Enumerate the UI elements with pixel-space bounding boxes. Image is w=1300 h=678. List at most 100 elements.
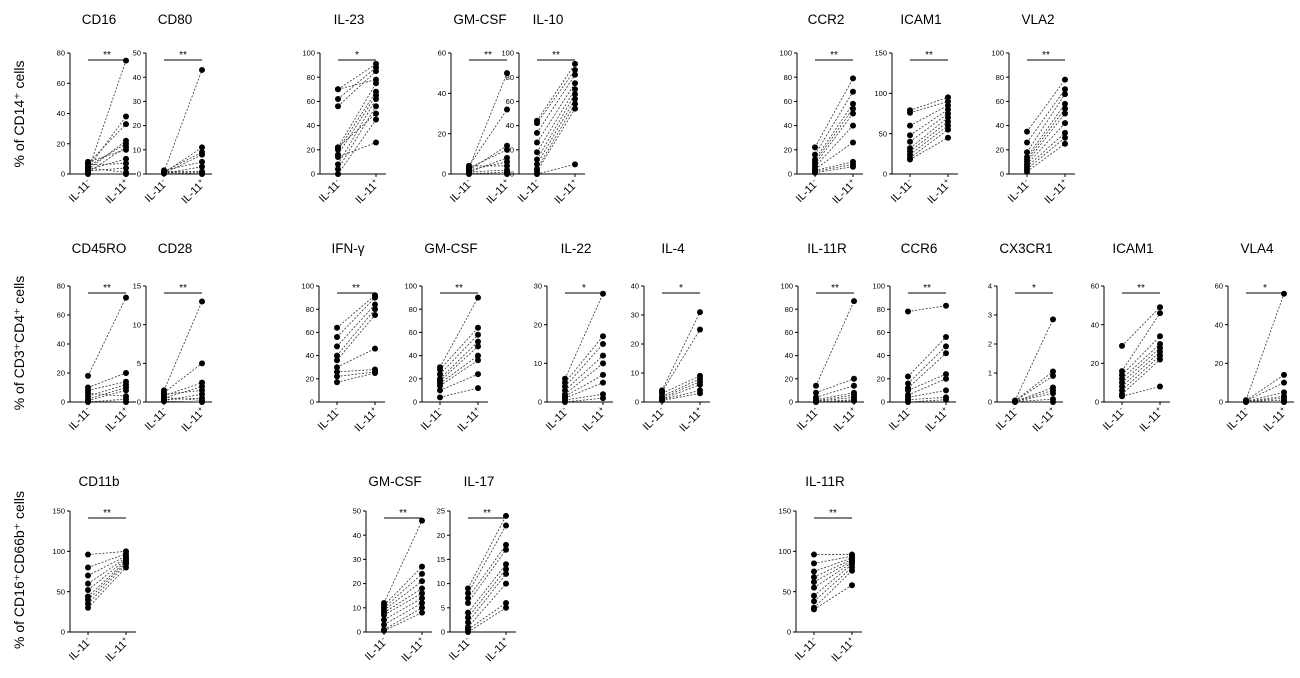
pair-line	[383, 602, 423, 626]
x-tick-sup: +	[596, 404, 606, 414]
data-point-il11-neg	[334, 379, 340, 386]
y-tick-label: 10	[133, 145, 141, 154]
panel-2-cd45ro-title: CD45RO	[72, 241, 127, 256]
y-tick-label: 0	[61, 628, 65, 637]
y-tick-label: 5	[137, 359, 141, 368]
data-point-il11-neg	[811, 568, 817, 575]
x-tick-label: IL-11-	[141, 176, 170, 205]
data-point-il11-pos	[419, 609, 425, 616]
pair-line	[536, 108, 576, 172]
x-tick-label: IL-11-	[141, 404, 170, 433]
data-point-il11-pos	[373, 116, 379, 123]
panel-2-il-4-significance-label: *	[679, 283, 683, 294]
pair-line	[661, 378, 701, 397]
x-tick-label: IL-11+	[178, 404, 209, 435]
pair-line	[163, 301, 203, 391]
data-point-il11-neg	[465, 609, 471, 616]
x-tick-sup: +	[568, 176, 578, 186]
data-point-il11-neg	[905, 399, 911, 405]
y-tick-label: 0	[311, 170, 315, 179]
y-tick-label: 10	[353, 603, 361, 612]
y-tick-label: 100	[302, 49, 315, 58]
panel-2-gm-csf-title: GM-CSF	[424, 241, 477, 256]
pair-line	[815, 396, 855, 402]
y-tick-label: 150	[874, 49, 887, 58]
data-point-il11-neg	[813, 382, 819, 389]
x-tick-label: IL-11+	[352, 176, 383, 207]
data-point-il11-pos	[123, 121, 129, 128]
y-tick-label: 0	[988, 398, 992, 407]
x-tick-label: IL-11-	[314, 404, 343, 433]
pair-line	[813, 559, 853, 578]
pair-line	[536, 74, 576, 134]
y-tick-label: 60	[307, 97, 315, 106]
panel-2-il-22-significance-label: *	[582, 283, 586, 294]
pair-line	[87, 372, 127, 388]
x-tick-sup: +	[1277, 404, 1287, 414]
x-tick-label: IL-11-	[65, 176, 94, 205]
data-point-il11-pos	[123, 294, 129, 301]
pair-line	[564, 393, 604, 401]
y-tick-label: 100	[778, 547, 791, 556]
y-tick-label: 50	[133, 49, 141, 58]
x-tick-sup: +	[369, 176, 379, 186]
data-point-il11-pos	[475, 357, 481, 364]
panels-layer: CD16020406080IL-11-IL-11+**CD80010203040…	[52, 12, 1294, 664]
y-tick-label: 40	[877, 351, 885, 360]
panel-1-il-10-significance-label: **	[552, 50, 560, 61]
data-point-il11-pos	[851, 382, 857, 389]
data-point-il11-pos	[697, 390, 703, 397]
y-tick-label: 60	[57, 311, 65, 320]
pair-line	[383, 573, 423, 609]
panel-2-cd45ro: CD45RO 0 20 40 60 80 IL-11- IL-11+ **	[57, 241, 136, 434]
data-point-il11-neg	[905, 380, 911, 387]
panel-2-vla4: VLA4 0 20 40 60 IL-11- IL-11+ *	[1215, 241, 1294, 434]
data-point-il11-pos	[504, 106, 510, 113]
data-point-il11-pos	[1062, 91, 1068, 98]
pair-line	[87, 392, 127, 397]
data-point-il11-neg	[534, 149, 540, 156]
data-point-il11-neg	[534, 139, 540, 146]
pair-line	[907, 396, 947, 401]
y-tick-label: 60	[306, 328, 314, 337]
x-tick-label: IL-11-	[65, 404, 94, 433]
y-tick-label: 60	[785, 328, 793, 337]
pair-line	[87, 163, 127, 166]
panel-2-gm-csf: GM-CSF 0 20 40 60 80 100 IL-11- IL-11+ **	[404, 241, 488, 434]
data-point-il11-pos	[372, 294, 378, 301]
panel-1-cd16-significance-label: **	[103, 50, 111, 61]
data-point-il11-pos	[373, 110, 379, 117]
pair-line	[87, 562, 127, 601]
data-point-il11-pos	[475, 331, 481, 338]
x-tick-sup: +	[119, 404, 129, 414]
y-tick-label: 40	[785, 351, 793, 360]
panel-3-cd11b-title: CD11b	[78, 474, 119, 489]
data-point-il11-neg	[534, 171, 540, 177]
data-point-il11-pos	[600, 341, 606, 347]
data-point-il11-pos	[123, 57, 129, 64]
data-point-il11-neg	[85, 587, 91, 594]
x-tick-sup: +	[846, 176, 856, 186]
x-tick-label: IL-11+	[922, 404, 953, 435]
panel-1-ccr2-title: CCR2	[808, 12, 845, 27]
panel-3-il-11r-significance-label: **	[829, 508, 837, 519]
pair-line	[439, 359, 479, 387]
y-tick-label: 0	[1219, 398, 1223, 407]
x-tick-sup: +	[941, 176, 951, 186]
data-point-il11-neg	[85, 580, 91, 587]
data-point-il11-neg	[813, 398, 819, 405]
data-point-il11-neg	[812, 169, 818, 176]
data-point-il11-pos	[945, 134, 951, 141]
data-point-il11-neg	[85, 390, 91, 397]
pair-line	[468, 169, 508, 173]
pair-line	[1026, 137, 1066, 170]
y-tick-label: 50	[353, 507, 361, 516]
data-point-il11-neg	[381, 627, 387, 634]
data-point-il11-neg	[437, 394, 443, 401]
data-point-il11-neg	[334, 364, 340, 371]
data-point-il11-neg	[335, 103, 341, 110]
x-tick-sup: -	[902, 404, 910, 412]
y-tick-label: 60	[438, 49, 446, 58]
x-tick-sup: +	[499, 634, 509, 644]
panel-1-il-23: IL-23 0 20 40 60 80 100 IL-11- IL-11+ *	[302, 12, 386, 206]
